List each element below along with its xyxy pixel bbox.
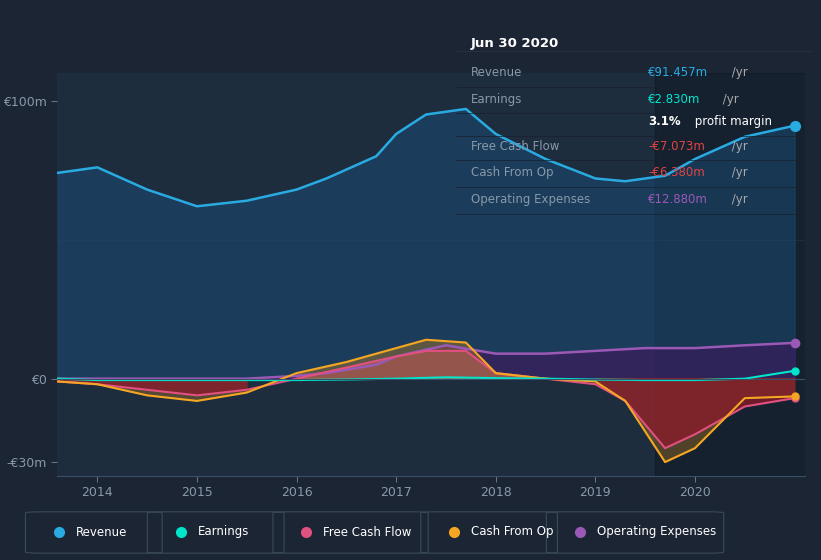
Text: /yr: /yr: [728, 66, 748, 79]
Text: Operating Expenses: Operating Expenses: [470, 193, 590, 206]
Text: €12.880m: €12.880m: [648, 193, 708, 206]
Text: Jun 30 2020: Jun 30 2020: [470, 37, 559, 50]
Text: Earnings: Earnings: [470, 92, 522, 105]
Text: 3.1%: 3.1%: [648, 115, 681, 128]
Text: /yr: /yr: [728, 166, 748, 179]
Text: -€6.380m: -€6.380m: [648, 166, 704, 179]
Text: €91.457m: €91.457m: [648, 66, 709, 79]
Text: Free Cash Flow: Free Cash Flow: [323, 525, 411, 539]
Text: Free Cash Flow: Free Cash Flow: [470, 139, 559, 152]
Text: €2.830m: €2.830m: [648, 92, 700, 105]
Text: profit margin: profit margin: [690, 115, 772, 128]
Text: Earnings: Earnings: [198, 525, 249, 539]
Text: /yr: /yr: [728, 193, 748, 206]
Text: -€7.073m: -€7.073m: [648, 139, 705, 152]
Text: /yr: /yr: [718, 92, 738, 105]
Text: Cash From Op: Cash From Op: [470, 166, 553, 179]
Text: Revenue: Revenue: [470, 66, 522, 79]
Text: Cash From Op: Cash From Op: [471, 525, 553, 539]
Text: Revenue: Revenue: [76, 525, 127, 539]
Text: Operating Expenses: Operating Expenses: [597, 525, 716, 539]
Bar: [655, 73, 814, 476]
Text: /yr: /yr: [728, 139, 748, 152]
